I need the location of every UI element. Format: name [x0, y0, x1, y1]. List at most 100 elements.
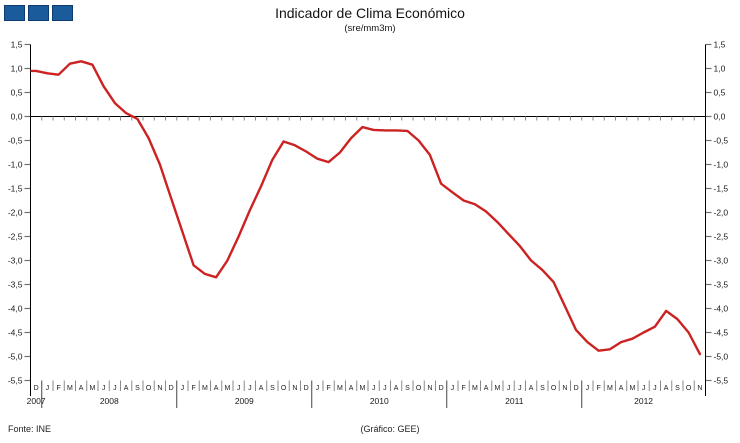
- y-tick-label-left: 1,5: [11, 40, 23, 50]
- month-label: A: [214, 385, 219, 392]
- month-label: J: [181, 385, 185, 392]
- y-tick-label-left: -4,0: [8, 304, 23, 314]
- month-label: O: [416, 385, 422, 392]
- month-label: O: [686, 385, 692, 392]
- month-label: J: [383, 385, 387, 392]
- month-label: A: [529, 385, 534, 392]
- y-tick-label-left: -1,5: [8, 184, 23, 194]
- month-label: J: [46, 385, 50, 392]
- month-label: M: [67, 385, 73, 392]
- month-label: M: [472, 385, 478, 392]
- month-label: F: [56, 385, 60, 392]
- month-label: J: [507, 385, 511, 392]
- month-label: D: [169, 385, 174, 392]
- y-tick-label-right: -4,5: [714, 328, 729, 338]
- month-label: F: [326, 385, 330, 392]
- y-tick-label-left: -3,0: [8, 256, 23, 266]
- month-label: S: [675, 385, 680, 392]
- y-tick-label-right: -1,5: [714, 184, 729, 194]
- month-label: M: [224, 385, 230, 392]
- y-tick-label-left: -3,5: [8, 280, 23, 290]
- chart-title: Indicador de Clima Económico: [275, 5, 465, 21]
- year-label: 2007: [27, 396, 46, 406]
- y-tick-label-left: 0,0: [11, 112, 23, 122]
- month-label: J: [237, 385, 241, 392]
- economic-climate-chart: 1,5 1,5 1,0 1,0 0,5 0,5 0,0 0,0 -0,5 -0,5 -1,0 -1,0…: [8, 40, 729, 408]
- month-label: J: [586, 385, 590, 392]
- month-label: O: [281, 385, 287, 392]
- y-tick-label-right: -2,5: [714, 232, 729, 242]
- month-label: A: [259, 385, 264, 392]
- month-label: J: [102, 385, 106, 392]
- y-tick-label-left: -5,5: [8, 376, 23, 386]
- logo: [4, 5, 73, 21]
- month-label: F: [596, 385, 600, 392]
- month-label: A: [394, 385, 399, 392]
- y-tick-label-left: -4,5: [8, 328, 23, 338]
- month-label: M: [607, 385, 613, 392]
- month-label: A: [349, 385, 354, 392]
- logo-square: [52, 5, 73, 21]
- month-label: N: [157, 385, 162, 392]
- y-tick-label-right: -1,0: [714, 160, 729, 170]
- month-label: J: [653, 385, 657, 392]
- month-label: A: [619, 385, 624, 392]
- year-label: 2010: [370, 396, 389, 406]
- year-label: 2012: [634, 396, 653, 406]
- month-label: D: [34, 385, 39, 392]
- y-tick-label-right: 0,0: [714, 112, 726, 122]
- credit-label: (Gráfico: GEE): [360, 424, 420, 434]
- month-label: S: [540, 385, 545, 392]
- month-label: N: [292, 385, 297, 392]
- y-tick-label-right: -2,0: [714, 208, 729, 218]
- month-label: O: [146, 385, 152, 392]
- month-label: J: [248, 385, 252, 392]
- year-label: 2009: [235, 396, 254, 406]
- month-label: A: [664, 385, 669, 392]
- month-label: D: [574, 385, 579, 392]
- year-label: 2011: [505, 396, 524, 406]
- y-tick-label-left: 1,0: [11, 64, 23, 74]
- month-label: M: [359, 385, 365, 392]
- month-label: J: [113, 385, 117, 392]
- month-label: J: [642, 385, 646, 392]
- month-label: S: [135, 385, 140, 392]
- y-tick-label-right: 1,5: [714, 40, 726, 50]
- month-label: S: [405, 385, 410, 392]
- y-tick-label-right: -3,0: [714, 256, 729, 266]
- y-tick-label-right: -3,5: [714, 280, 729, 290]
- y-tick-label-right: 0,5: [714, 88, 726, 98]
- year-label: 2008: [100, 396, 119, 406]
- month-label: J: [518, 385, 522, 392]
- y-tick-label-left: 0,5: [11, 88, 23, 98]
- month-label: N: [562, 385, 567, 392]
- year-axis: 2007 2008 2009 2010 2011 2012: [27, 396, 654, 406]
- y-tick-label-left: -2,5: [8, 232, 23, 242]
- month-label: F: [461, 385, 465, 392]
- month-label: M: [494, 385, 500, 392]
- y-tick-label-left: -1,0: [8, 160, 23, 170]
- month-label: N: [697, 385, 702, 392]
- month-label: F: [191, 385, 195, 392]
- month-label: J: [316, 385, 320, 392]
- month-label: J: [451, 385, 455, 392]
- month-label: D: [439, 385, 444, 392]
- y-axis-ticks: 1,5 1,5 1,0 1,0 0,5 0,5 0,0 0,0 -0,5 -0,5 -1,0 -1,0…: [8, 40, 729, 386]
- series-line: [30, 60, 702, 356]
- month-label: M: [89, 385, 95, 392]
- y-tick-label-right: 1,0: [714, 64, 726, 74]
- chart-subtitle: (sre/mm3m): [344, 23, 396, 34]
- y-tick-label-right: -0,5: [714, 136, 729, 146]
- y-tick-label-right: -4,0: [714, 304, 729, 314]
- month-label: S: [270, 385, 275, 392]
- month-label: M: [629, 385, 635, 392]
- source-label: Fonte: INE: [8, 424, 52, 434]
- month-label: M: [337, 385, 343, 392]
- month-label: M: [202, 385, 208, 392]
- logo-square: [28, 5, 49, 21]
- y-tick-label-left: -5,0: [8, 352, 23, 362]
- month-label: D: [304, 385, 309, 392]
- month-label: A: [124, 385, 129, 392]
- month-label: J: [372, 385, 376, 392]
